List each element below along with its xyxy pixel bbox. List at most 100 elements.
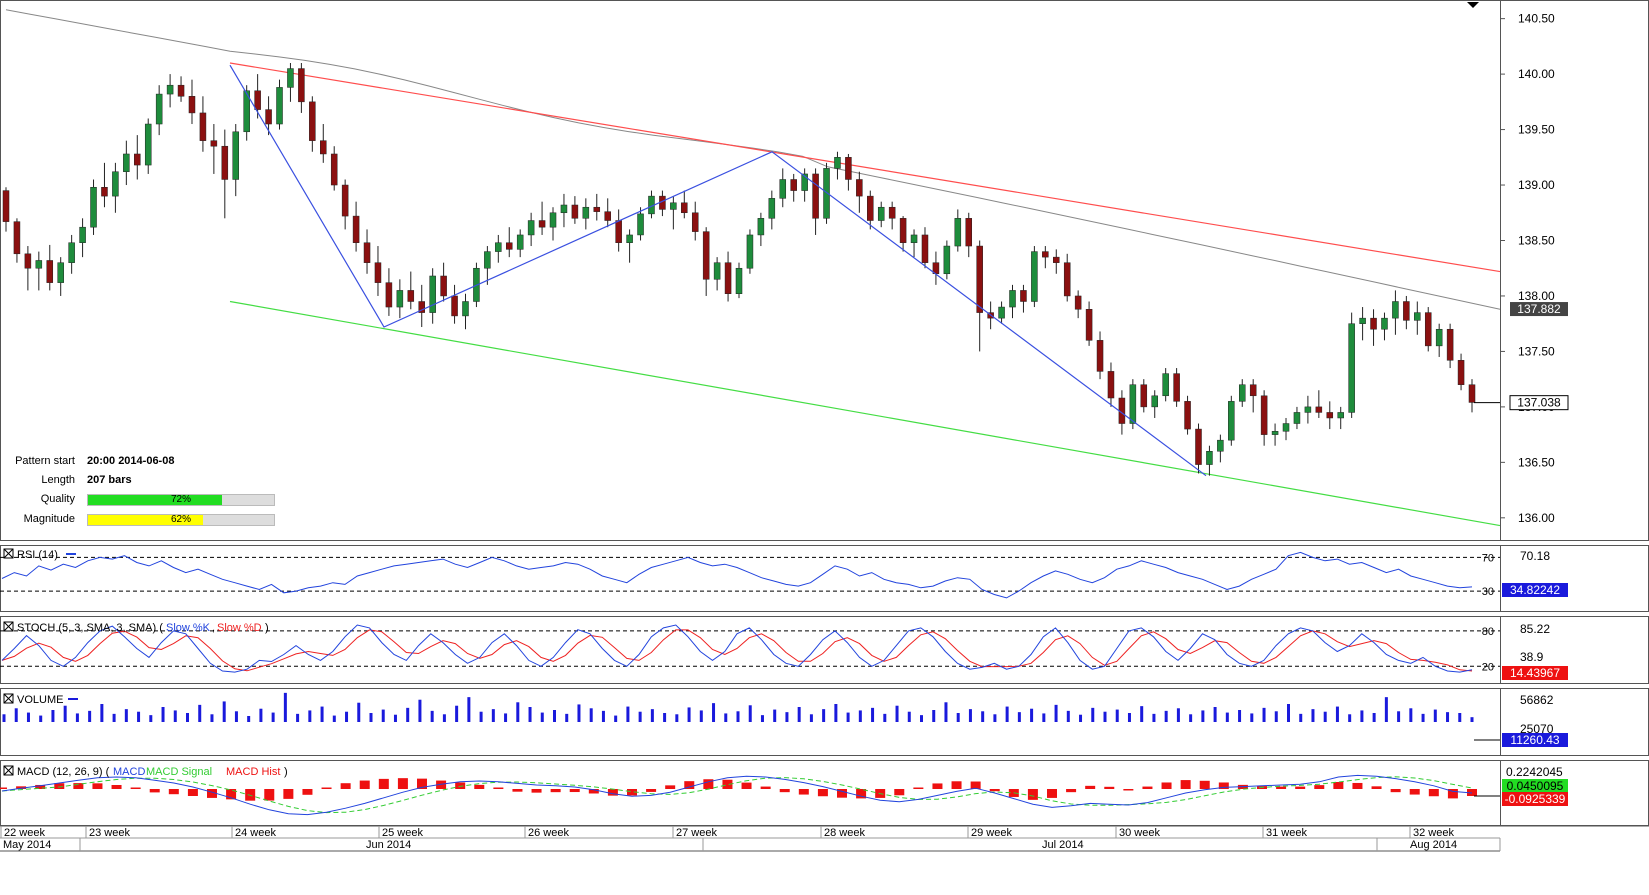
macd-hist-bar [16, 786, 27, 789]
macd-hist-bar [340, 783, 351, 789]
volume-bar [785, 712, 789, 722]
month-label: Aug 2014 [1410, 839, 1457, 851]
candle [144, 118, 152, 174]
candle-body [856, 179, 863, 197]
macd-hist-bar [1428, 789, 1439, 797]
candle-body [57, 262, 64, 283]
candle [1063, 253, 1071, 302]
volume-bar [198, 704, 202, 722]
stoch-k-legend: Slow %K [166, 622, 211, 634]
candle-body [451, 295, 458, 317]
candle-body [1293, 412, 1301, 424]
candle [823, 162, 830, 224]
candle [1074, 290, 1082, 319]
candle [1228, 395, 1235, 446]
candle-body [188, 96, 196, 114]
candle [1238, 379, 1246, 407]
macd-hist-bar [1447, 789, 1458, 799]
quality-bar: 72% [87, 494, 275, 506]
candle-body [46, 260, 54, 283]
candle-body [101, 186, 108, 197]
macd-hist-bar [531, 789, 542, 793]
candle [1162, 368, 1169, 402]
volume-bar [1115, 709, 1119, 722]
pane-title: RSI (14) [17, 549, 58, 561]
stoch-legend-close: ) [265, 622, 269, 634]
candle-body [1085, 309, 1093, 341]
macd-hist-bar [1314, 785, 1325, 789]
candle-body [1326, 412, 1334, 419]
volume-bar [760, 715, 764, 722]
month-label: Jun 2014 [366, 839, 411, 851]
volume-bar [1250, 713, 1254, 722]
candle [1173, 368, 1180, 407]
candle [691, 201, 699, 241]
candle-body [265, 109, 272, 125]
candle-body [243, 90, 250, 133]
candle [101, 162, 108, 208]
candle-body [823, 168, 830, 219]
candle [746, 229, 754, 274]
candle-body [90, 186, 97, 228]
candle [527, 212, 535, 247]
macd-hist-bar [283, 789, 294, 799]
macd-hist-bar [321, 787, 332, 789]
candle-body [571, 204, 579, 219]
candle-body [495, 242, 502, 252]
macd-hist-bar [149, 789, 160, 793]
macd-hist-bar [760, 786, 771, 789]
candle-body [998, 306, 1005, 319]
rsi-pane: 70 30 RSI (14) 70.18 34.82242 [0, 545, 1649, 612]
candle-body [254, 90, 261, 110]
macd-hist-bar [474, 784, 485, 789]
macd-hist-bar [359, 780, 370, 789]
volume-bar [663, 713, 667, 722]
macd-hist-bar [1409, 789, 1420, 795]
volume-bar [1262, 707, 1266, 722]
volume-bar [320, 706, 324, 722]
candle-body [1249, 384, 1257, 397]
volume-bar [1409, 708, 1413, 722]
candle-body [1096, 340, 1104, 372]
candle-body [1370, 317, 1377, 330]
volume-bar [1091, 707, 1095, 722]
stoch-legend-separator: , [212, 622, 215, 634]
candle [112, 162, 119, 213]
volume-bar [1384, 697, 1388, 722]
candle-body [287, 68, 294, 88]
candle [1446, 323, 1454, 369]
candle-body [1348, 323, 1355, 413]
magnitude-bar-fill [88, 515, 204, 525]
candle-body [112, 171, 119, 197]
macd-hist-bar [92, 783, 103, 789]
candle-body [516, 234, 524, 250]
volume-bar [308, 710, 312, 722]
candle-body [691, 212, 699, 232]
rsi-level-label: 70 [1482, 552, 1494, 564]
volume-bar [871, 707, 875, 722]
volume-bar [1225, 712, 1229, 722]
candle [1053, 249, 1060, 274]
macd-hist-bar [1027, 789, 1038, 800]
candle [276, 79, 283, 130]
pane-title: VOLUME [17, 694, 63, 706]
volume-bar [88, 710, 92, 722]
candle-body [1020, 290, 1027, 302]
indicator-value-box [1502, 583, 1568, 597]
candle-body [604, 211, 611, 221]
volume-bar [247, 716, 251, 722]
macd-hist-bar [665, 785, 676, 789]
pane-close-icon-stroke [3, 765, 14, 776]
volume-bar [1005, 706, 1009, 722]
candle-body [440, 275, 447, 297]
volume-bar [124, 709, 128, 722]
volume-bar [1372, 713, 1376, 722]
volume-bar [1042, 713, 1046, 722]
candle-body [199, 112, 207, 141]
candle [877, 201, 885, 228]
volume-bar [1299, 713, 1303, 722]
month-label: May 2014 [3, 839, 51, 851]
macd-signal-legend: MACD Signal [146, 766, 212, 778]
candle-body [899, 218, 907, 243]
candle [374, 246, 382, 296]
